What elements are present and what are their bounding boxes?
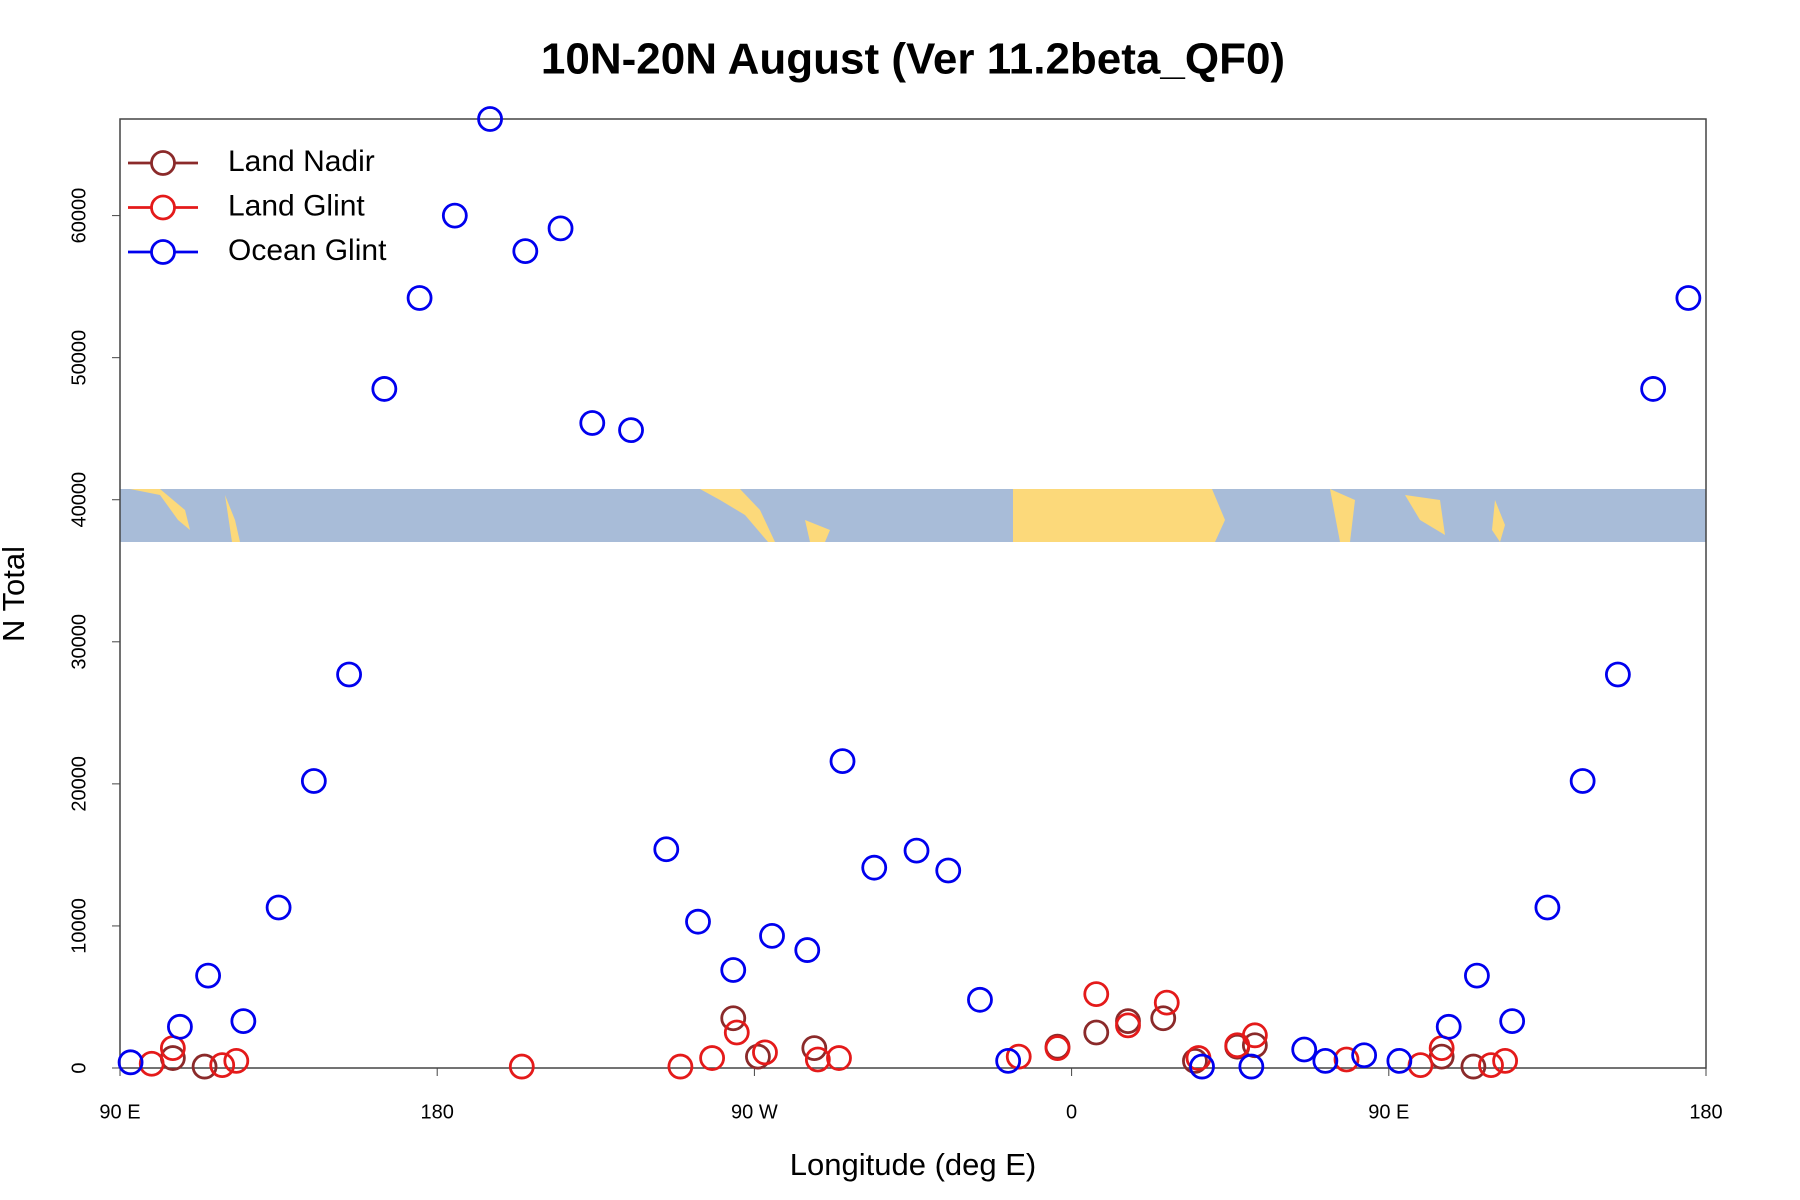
x-tick-label: 90 E: [99, 1101, 140, 1123]
y-tick-label: 40000: [68, 472, 90, 528]
x-tick-label: 90 E: [1368, 1101, 1409, 1123]
point: [1464, 962, 1490, 989]
point: [1083, 1019, 1110, 1046]
point: [804, 1046, 831, 1073]
point: [1224, 1032, 1251, 1059]
point: [1182, 1047, 1208, 1074]
point: [1640, 376, 1667, 402]
point: [1153, 989, 1180, 1016]
map-strip: [120, 489, 1706, 542]
point: [667, 1053, 694, 1080]
point: [223, 1047, 250, 1074]
point: [1604, 661, 1631, 688]
point: [477, 106, 503, 132]
legend-label: Ocean Glint: [228, 234, 387, 267]
point: [1241, 1022, 1268, 1049]
point: [903, 837, 930, 864]
point: [861, 854, 888, 881]
point: [935, 857, 962, 884]
point: [967, 986, 993, 1013]
x-tick-label: 90 W: [731, 1101, 778, 1123]
point: [723, 1019, 750, 1046]
y-tick-label: 30000: [68, 614, 90, 670]
point: [1675, 285, 1702, 311]
legend-marker: [150, 194, 176, 221]
point: [826, 1045, 852, 1071]
y-tick-label: 10000: [68, 898, 90, 954]
y-tick-label: 0: [68, 1062, 90, 1073]
point: [1238, 1053, 1265, 1080]
point: [117, 1049, 144, 1076]
point: [1569, 768, 1596, 794]
point: [720, 1005, 747, 1032]
point: [1083, 981, 1110, 1008]
x-tick-label: 180: [421, 1101, 454, 1123]
point: [699, 1045, 726, 1071]
point: [1435, 1013, 1462, 1040]
point: [191, 1053, 218, 1080]
legend-label: Land Glint: [228, 189, 365, 222]
plot-frame: [119, 118, 1707, 1069]
point: [829, 748, 856, 775]
point: [300, 768, 327, 794]
x-axis-label: Longitude (deg E): [790, 1147, 1036, 1182]
y-tick-label: 50000: [68, 330, 90, 386]
map-land: [130, 489, 1505, 542]
point: [1291, 1036, 1318, 1063]
point: [801, 1035, 828, 1062]
map-ocean: [120, 489, 1706, 542]
y-tick-label: 20000: [68, 756, 90, 812]
point: [138, 1050, 165, 1077]
point: [794, 937, 821, 963]
point: [441, 202, 468, 229]
point: [209, 1052, 236, 1079]
point: [653, 836, 680, 863]
point: [995, 1047, 1022, 1074]
legend-marker: [150, 150, 176, 176]
point: [1478, 1052, 1504, 1079]
point: [685, 908, 711, 935]
point: [1492, 1047, 1519, 1074]
point: [1115, 1012, 1141, 1039]
point: [1351, 1042, 1378, 1069]
point: [508, 1053, 535, 1080]
point: [336, 661, 362, 688]
point: [371, 376, 398, 402]
point: [1333, 1046, 1360, 1073]
point: [759, 922, 785, 949]
x-tick-label: 0: [1066, 1101, 1077, 1123]
point: [1534, 894, 1561, 921]
point: [1312, 1047, 1339, 1074]
point: [720, 957, 747, 983]
legend-label: Land Nadir: [228, 145, 375, 178]
y-axis-label: N Total: [0, 546, 31, 642]
point: [406, 285, 433, 311]
point: [547, 215, 574, 242]
point: [195, 962, 222, 989]
point: [752, 1039, 778, 1066]
point: [579, 410, 606, 436]
point: [1499, 1008, 1526, 1035]
point: [265, 894, 292, 921]
point: [512, 238, 539, 265]
point: [1407, 1052, 1434, 1079]
point: [1189, 1053, 1215, 1080]
x-tick-label: 180: [1689, 1101, 1722, 1123]
point: [1044, 1035, 1071, 1062]
point: [1460, 1053, 1487, 1080]
point: [618, 417, 644, 444]
point: [1150, 1005, 1177, 1032]
point: [230, 1008, 257, 1035]
point: [1386, 1047, 1413, 1074]
y-tick-label: 60000: [68, 188, 90, 244]
point: [167, 1013, 193, 1040]
chart-title: 10N-20N August (Ver 11.2beta_QF0): [541, 35, 1285, 84]
legend-marker: [150, 239, 176, 265]
